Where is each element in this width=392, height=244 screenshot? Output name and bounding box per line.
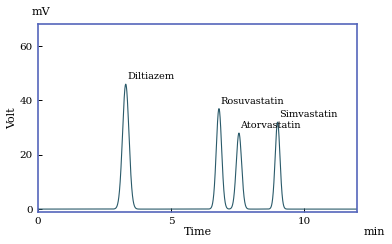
Text: mV: mV bbox=[31, 7, 50, 17]
Text: Simvastatin: Simvastatin bbox=[279, 111, 337, 120]
Text: Rosuvastatin: Rosuvastatin bbox=[220, 97, 284, 106]
Text: Diltiazem: Diltiazem bbox=[127, 72, 174, 81]
X-axis label: Time: Time bbox=[183, 227, 212, 237]
Text: Atorvastatin: Atorvastatin bbox=[240, 121, 301, 130]
Text: min: min bbox=[364, 227, 385, 237]
Y-axis label: Volt: Volt bbox=[7, 107, 17, 129]
